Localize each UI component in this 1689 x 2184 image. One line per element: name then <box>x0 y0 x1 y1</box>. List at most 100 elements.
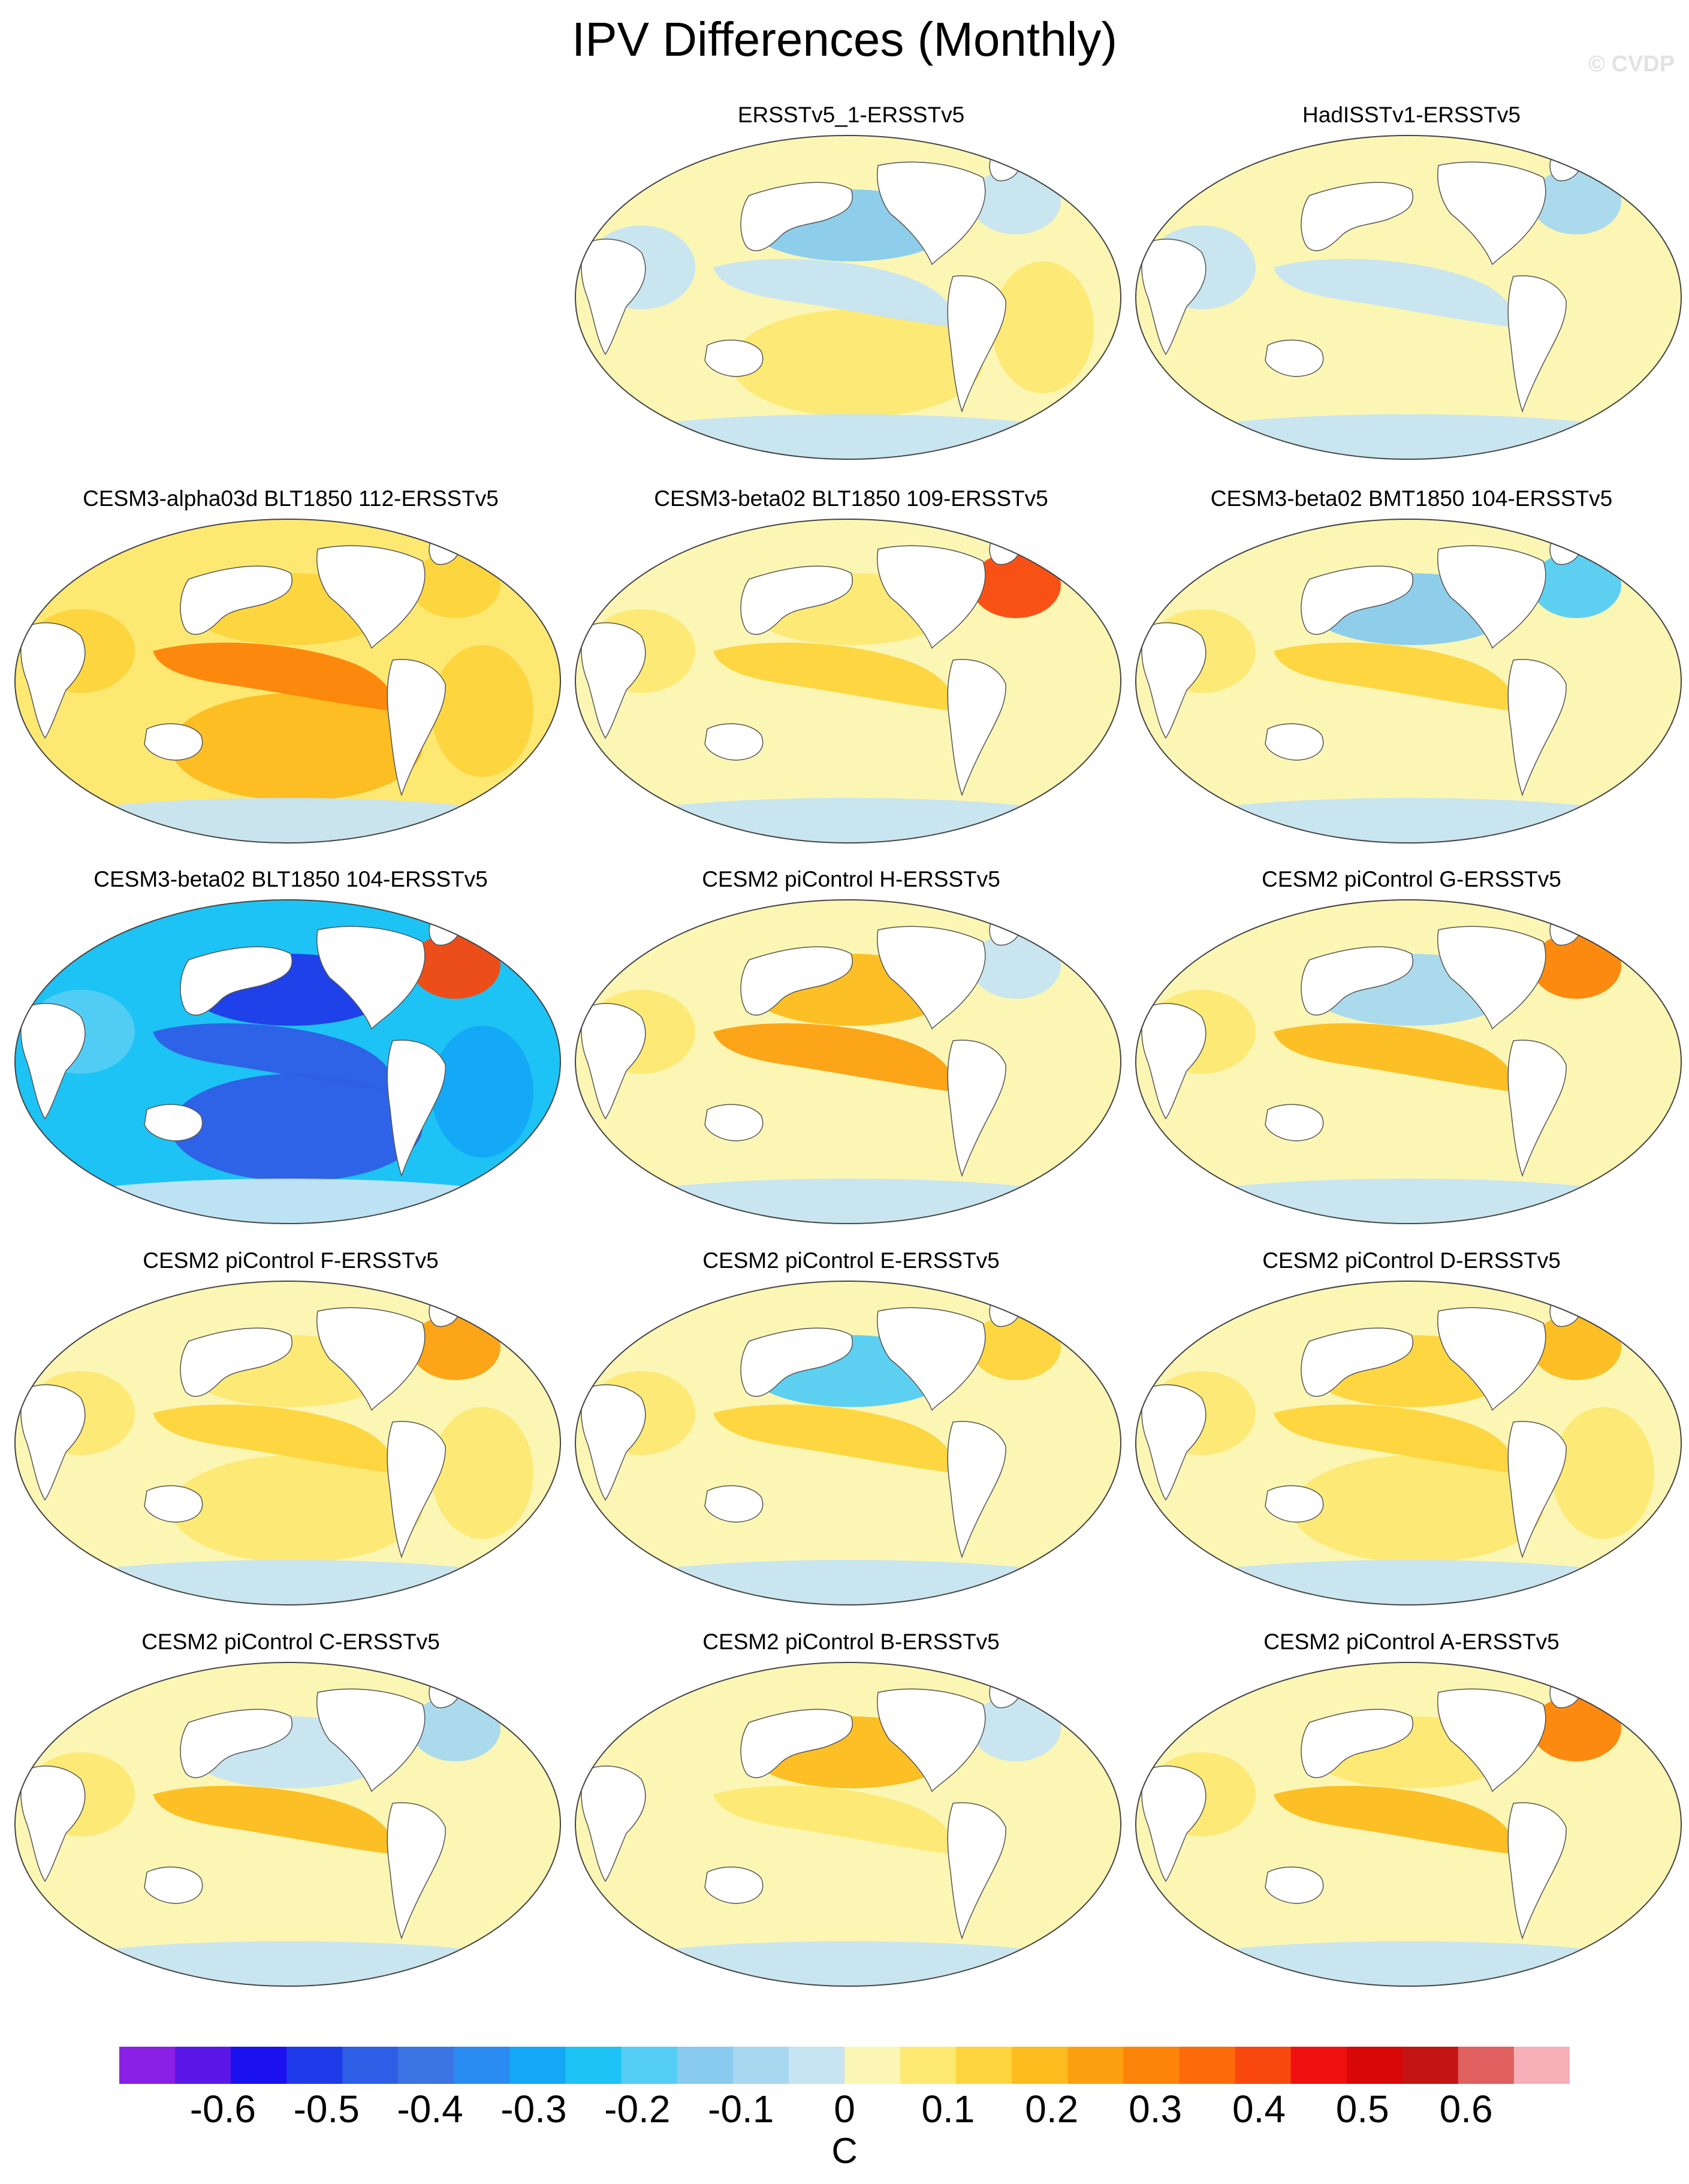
landmass <box>1507 1802 1567 1940</box>
landmass <box>20 1003 86 1120</box>
colorbar-tick-label: -0.2 <box>604 2087 671 2131</box>
north-atlantic-anomaly <box>1531 933 1621 999</box>
south-pacific-anomaly <box>171 693 423 801</box>
colorbar-swatch <box>1290 2047 1347 2084</box>
colorbar-swatch <box>454 2047 511 2084</box>
panel-title: HadISSTv1-ERSSTv5 <box>1302 103 1521 127</box>
map-border <box>14 899 561 1224</box>
map-globe <box>1135 135 1682 460</box>
landmass <box>704 723 764 761</box>
tropical-pacific-anomaly <box>153 642 394 711</box>
map-border <box>1135 1281 1682 1605</box>
colorbar-swatch <box>565 2047 622 2084</box>
panel-title: CESM2 piControl H-ERSSTv5 <box>702 867 1000 891</box>
southern-ocean-anomaly <box>1157 798 1660 843</box>
map-panel: CESM2 piControl C-ERSSTv5 <box>9 1628 572 2011</box>
colorbar-tick-label: -0.5 <box>293 2087 360 2131</box>
landmass <box>144 1485 203 1523</box>
panel-title: CESM2 piControl B-ERSSTv5 <box>702 1629 1000 1654</box>
colorbar-swatch <box>956 2047 1012 2084</box>
southern-ocean-anomaly <box>36 798 539 843</box>
landmass <box>581 239 646 356</box>
southern-ocean-anomaly <box>596 1179 1100 1224</box>
landmass <box>387 659 446 797</box>
colorbar-swatch <box>844 2047 901 2084</box>
panel-title: CESM2 piControl A-ERSSTv5 <box>1263 1629 1560 1654</box>
north-atlantic-anomaly <box>971 168 1061 234</box>
colorbar-tick-label: 0.6 <box>1439 2087 1493 2131</box>
chart-title: IPV Differences (Monthly) <box>572 13 1117 66</box>
landmass <box>1301 946 1413 1016</box>
panel-title: CESM2 piControl C-ERSSTv5 <box>141 1629 440 1654</box>
tropical-pacific-anomaly <box>153 1404 394 1473</box>
south-pacific-anomaly <box>731 1074 983 1182</box>
colorbar-swatch <box>231 2047 287 2084</box>
south-atlantic-anomaly <box>1552 645 1654 777</box>
landmass <box>740 565 853 635</box>
tropical-pacific-anomaly <box>713 1404 954 1473</box>
landmass <box>876 926 986 1030</box>
landmass <box>947 275 1006 413</box>
map-panel: CESM2 piControl G-ERSSTv5 <box>1130 865 1689 1249</box>
landmass <box>20 1766 86 1882</box>
watermark: © CVDP <box>1588 52 1675 77</box>
tropical-pacific-anomaly <box>1274 1785 1515 1854</box>
landmass <box>1265 723 1324 761</box>
map-globe <box>575 519 1121 844</box>
map-border <box>1135 135 1682 460</box>
landmass <box>180 1709 292 1778</box>
north-atlantic-anomaly <box>411 1314 500 1380</box>
map-border <box>1135 899 1682 1224</box>
north-atlantic-anomaly <box>971 552 1061 618</box>
north-atlantic-anomaly <box>411 552 500 618</box>
south-pacific-anomaly <box>171 1074 423 1182</box>
south-atlantic-anomaly <box>992 1026 1094 1158</box>
south-atlantic-anomaly <box>992 645 1094 777</box>
tropical-pacific-anomaly <box>1274 1404 1515 1473</box>
colorbar-tick-label: 0 <box>834 2087 855 2131</box>
tropical-pacific-anomaly <box>153 1023 394 1092</box>
landmass <box>1437 161 1546 266</box>
landmass <box>316 926 426 1030</box>
map-globe <box>1135 1662 1682 1987</box>
landmass <box>1265 1866 1324 1904</box>
map-globe <box>14 1281 561 1605</box>
landmass <box>20 622 86 739</box>
colorbar-swatch <box>1346 2047 1403 2084</box>
colorbar-swatch <box>1235 2047 1292 2084</box>
south-atlantic-anomaly <box>432 1026 533 1158</box>
colorbar-swatch <box>1067 2047 1124 2084</box>
map-panel: CESM2 piControl B-ERSSTv5 <box>569 1628 1133 2011</box>
map-panel: CESM2 piControl A-ERSSTv5 <box>1130 1628 1689 2011</box>
landmass <box>180 565 292 635</box>
landmass <box>1265 1104 1324 1141</box>
landmass <box>704 339 764 377</box>
map-globe <box>575 135 1121 460</box>
landmass <box>387 1040 446 1177</box>
landmass <box>581 1003 646 1120</box>
landmass <box>947 659 1006 797</box>
tropical-pacific-anomaly <box>713 258 954 327</box>
colorbar-tick-label: -0.1 <box>708 2087 774 2131</box>
landmass <box>1141 622 1207 739</box>
landmass <box>704 1866 764 1904</box>
map-border <box>575 135 1121 460</box>
panel-title: CESM3-beta02 BLT1850 109-ERSSTv5 <box>654 486 1048 511</box>
colorbar-swatch <box>398 2047 454 2084</box>
north-atlantic-anomaly <box>1531 552 1621 618</box>
colorbar-tick-label: 0.1 <box>921 2087 975 2131</box>
landmass <box>1141 1384 1207 1501</box>
colorbar-swatch <box>621 2047 678 2084</box>
colorbar-swatch <box>900 2047 957 2084</box>
colorbar-tick-label: -0.6 <box>189 2087 256 2131</box>
map-panel: CESM2 piControl D-ERSSTv5 <box>1130 1246 1689 1630</box>
map-globe <box>14 899 561 1224</box>
map-globe <box>1135 899 1682 1224</box>
landmass <box>1141 1003 1207 1120</box>
south-pacific-anomaly <box>1292 309 1543 417</box>
colorbar-tick-label: 0.5 <box>1335 2087 1389 2131</box>
south-atlantic-anomaly <box>992 261 1094 393</box>
landmass <box>1507 275 1567 413</box>
map-border <box>575 1281 1121 1605</box>
landmass <box>740 946 853 1016</box>
